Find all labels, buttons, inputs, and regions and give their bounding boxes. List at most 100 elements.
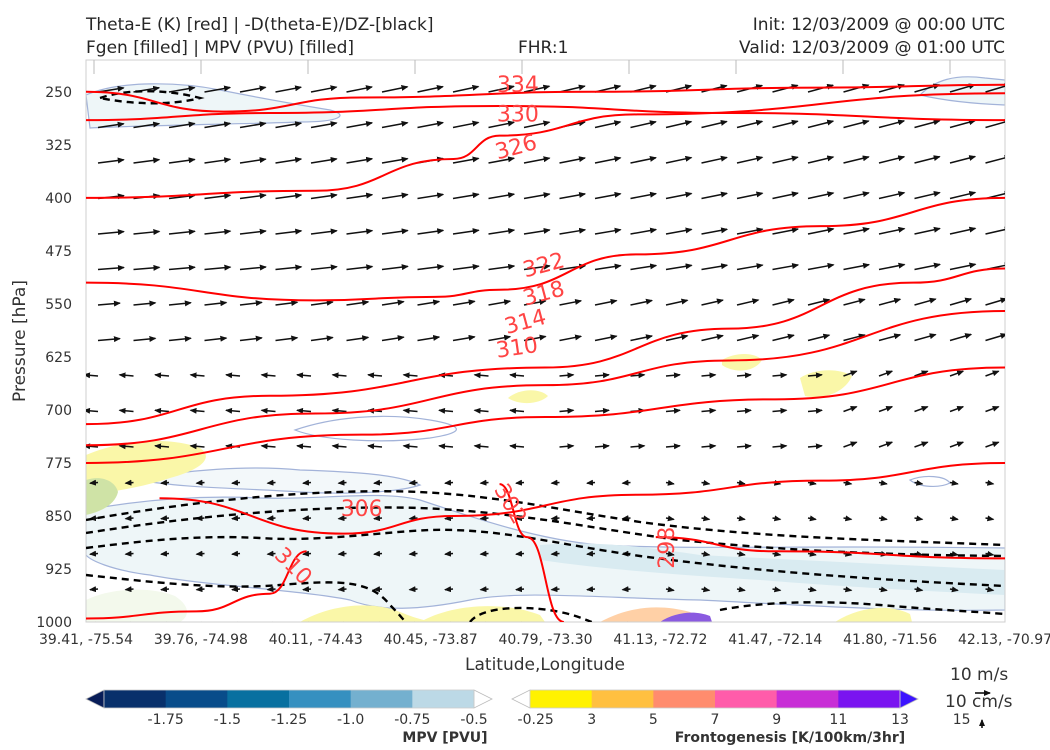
wind-arrow (438, 407, 454, 414)
wind-arrow (473, 372, 489, 379)
colorbar-tick: -0.75 (394, 712, 430, 728)
x-tick-label: 41.47, -72.14 (728, 632, 822, 648)
wind-arrow (630, 155, 657, 164)
wind-arrow (408, 621, 416, 622)
wind-arrow (807, 262, 835, 271)
wind-arrow (951, 621, 959, 622)
wind-arrow (878, 226, 906, 235)
x-tick-label: 42.13, -70.97 (958, 632, 1050, 648)
wind-arrow (878, 119, 906, 129)
wind-arrow (310, 121, 338, 129)
wind-arrow (736, 586, 746, 593)
x-tick-label: 40.11, -74.43 (269, 632, 363, 648)
wind-arrow (985, 83, 1005, 93)
wind-arrow (310, 192, 338, 200)
wind-arrow (844, 621, 853, 622)
wind-arrow (239, 264, 267, 271)
title-line-2: Fgen [filled] | MPV (PVU) [filled] (86, 38, 355, 58)
fgen-bottom-purple (660, 612, 712, 622)
wind-arrow (239, 121, 267, 129)
wind-arrow (346, 299, 370, 306)
wind-arrow (843, 83, 870, 93)
wind-ref-horizontal: 10 m/s (950, 665, 1008, 685)
wind-arrow (985, 586, 995, 593)
wind-arrow (310, 299, 334, 306)
mpv-colorbar: -1.75 -1.5 -1.25 -1.0 -0.75 -0.5 -0.25 (85, 689, 554, 728)
wind-arrow (473, 443, 489, 450)
wind-arrow (701, 191, 728, 200)
wind-arrow (444, 550, 454, 557)
wind-arrow (452, 263, 480, 271)
wind-arrow (914, 155, 941, 164)
wind-arrow (621, 479, 631, 486)
wind-arrow (310, 156, 338, 164)
wind-arrow (914, 191, 941, 200)
wind-arrow (949, 190, 977, 200)
wind-arrow (124, 479, 134, 486)
fgen-colorbar: 3 5 7 9 11 13 15 (511, 689, 971, 728)
wind-arrow (523, 263, 551, 271)
wind-arrow (772, 515, 782, 522)
wind-arrow (381, 120, 409, 129)
wind-arrow (772, 333, 795, 342)
wind-arrow (914, 262, 941, 271)
wind-arrow (878, 297, 902, 306)
wind-arrow (133, 264, 161, 271)
theta-e-contours (86, 83, 1005, 622)
wind-arrow (89, 586, 99, 593)
wind-arrow (381, 299, 405, 306)
wind-arrow (736, 479, 746, 486)
colorbar-segment (289, 690, 352, 708)
wind-arrow (133, 229, 161, 236)
wind-arrow (772, 191, 799, 200)
mpv-colorbar-label: MPV [PVU] (402, 730, 487, 746)
wind-arrow (231, 550, 241, 557)
wind-arrow (630, 227, 658, 235)
init-time: Init: 12/03/2009 @ 00:00 UTC (752, 15, 1005, 35)
wind-arrow (346, 120, 374, 129)
wind-arrow (586, 621, 594, 622)
wind-arrow (118, 443, 134, 450)
wind-arrow (559, 372, 575, 379)
wind-arrow (239, 157, 267, 164)
wind-arrow (438, 443, 454, 450)
wind-arrow (310, 264, 338, 271)
x-tick-label: 39.41, -75.54 (39, 632, 133, 648)
wind-arrow (594, 191, 622, 200)
wind-arrow (878, 333, 902, 342)
theta-e-contour (655, 536, 1005, 560)
wind-arrow (559, 192, 587, 200)
wind-arrow (594, 156, 622, 164)
theta-e-label: 302 (488, 480, 531, 529)
wind-arrow (878, 191, 906, 200)
x-axis-label: Latitude,Longitude (465, 655, 625, 675)
wind-arrow (843, 298, 866, 306)
wind-arrow (337, 586, 347, 593)
wind-arrow (302, 515, 312, 522)
wind-arrow (843, 262, 871, 271)
wind-arrow (594, 443, 610, 450)
wind-arrow (296, 443, 312, 450)
wind-arrow (310, 85, 338, 93)
wind-arrow (195, 621, 203, 622)
y-tick-label: 475 (45, 244, 72, 260)
theta-e-contour (499, 483, 565, 622)
wind-ref-vertical: 10 cm/s (945, 692, 1013, 712)
wind-arrow (985, 550, 995, 557)
colorbar-segment (350, 690, 413, 708)
wind-arrow (630, 372, 646, 379)
wind-arrow (807, 191, 835, 200)
fgen-left-yellow (86, 440, 206, 495)
wind-arrow (195, 550, 205, 557)
theta-e-contour (86, 92, 1005, 199)
y-tick-label: 775 (45, 456, 72, 472)
wind-arrow (133, 335, 157, 342)
wind-arrow (479, 550, 489, 557)
wind-arrow (381, 156, 409, 164)
wind-arrow (807, 586, 817, 593)
wind-arrow (550, 479, 560, 486)
y-tick-label: 400 (45, 191, 72, 207)
wind-arrow (807, 479, 817, 486)
wind-arrow (310, 228, 338, 235)
